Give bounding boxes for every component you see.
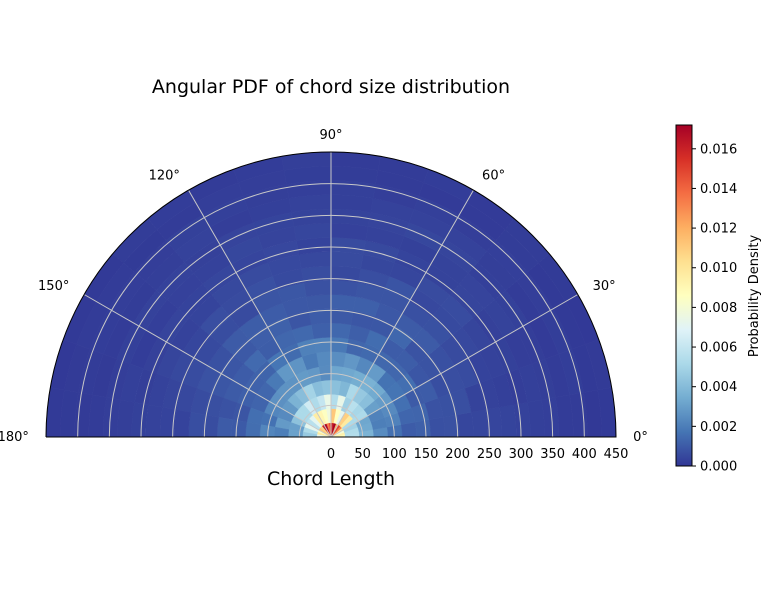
colorbar: 0.000 0.002 0.004 0.006 0.008 0.010 0.012 0.014… bbox=[675, 124, 762, 475]
heatmap-cell bbox=[330, 294, 356, 311]
angle-tick-label: 0° bbox=[633, 430, 648, 445]
heatmap-cell bbox=[330, 337, 349, 354]
angular-grid-line bbox=[330, 294, 579, 438]
colorbar-tick-label: 0.004 bbox=[700, 380, 737, 395]
colorbar-tick-label: 0.000 bbox=[700, 460, 737, 475]
angle-tick-label: 180° bbox=[0, 430, 29, 445]
radial-tick-label: 150 bbox=[414, 447, 439, 462]
heatmap-cell bbox=[131, 402, 149, 438]
heatmap-cell bbox=[499, 404, 517, 438]
heatmap-cell bbox=[471, 409, 488, 438]
colorbar-tick-label: 0.016 bbox=[700, 142, 737, 157]
angle-tick-label: 30° bbox=[593, 279, 616, 294]
colorbar-tick-label: 0.014 bbox=[700, 182, 737, 197]
colorbar-ticks: 0.000 0.002 0.004 0.006 0.008 0.010 0.012 0.014… bbox=[692, 142, 737, 475]
heatmap-cell bbox=[216, 416, 233, 438]
colorbar-tick-label: 0.010 bbox=[700, 261, 737, 276]
colorbar-label: Probability Density bbox=[747, 235, 762, 358]
angular-grid-line bbox=[330, 189, 474, 438]
radial-tick-label: 450 bbox=[604, 447, 629, 462]
colorbar-tick-label: 0.006 bbox=[700, 341, 737, 356]
radial-tick-label: 400 bbox=[572, 447, 597, 462]
angle-tick-label: 150° bbox=[38, 279, 69, 294]
angular-grid-line bbox=[188, 189, 332, 438]
angle-tick-label: 60° bbox=[482, 168, 505, 183]
heatmap-cell bbox=[330, 351, 347, 368]
heatmap-cells bbox=[45, 151, 617, 438]
heatmap-cell bbox=[231, 419, 248, 438]
radial-tick-label: 200 bbox=[445, 447, 470, 462]
heatmap-cell bbox=[513, 402, 531, 438]
polar-grid bbox=[77, 152, 585, 438]
radial-tick-label: 100 bbox=[382, 447, 407, 462]
polar-outline bbox=[45, 151, 617, 438]
angle-tick-label: 90° bbox=[319, 128, 342, 143]
heatmap-cell bbox=[145, 404, 163, 438]
angle-tick-labels: 0° 30° 60° 90° 120° 150° 180° bbox=[0, 128, 648, 445]
heatmap-cell bbox=[313, 337, 332, 354]
heatmap-cell bbox=[301, 265, 332, 283]
heatmap-cell bbox=[414, 419, 431, 438]
radial-tick-label: 0 bbox=[327, 447, 335, 462]
heatmap-cell bbox=[159, 407, 177, 438]
colorbar-bar bbox=[675, 124, 693, 467]
radial-tick-labels: 0 50 100 150 200 250 300 350 400 450 bbox=[327, 447, 629, 462]
chart-title: Angular PDF of chord size distribution bbox=[152, 76, 510, 98]
heatmap-cell bbox=[330, 237, 366, 255]
radial-tick-label: 350 bbox=[540, 447, 565, 462]
heatmap-cell bbox=[296, 237, 332, 255]
colorbar-tick-label: 0.008 bbox=[700, 301, 737, 316]
radial-tick-label: 50 bbox=[354, 447, 371, 462]
heatmap-cell bbox=[298, 251, 332, 269]
radial-tick-label: 250 bbox=[477, 447, 502, 462]
x-axis-label: Chord Length bbox=[267, 468, 395, 490]
angular-grid-line bbox=[83, 294, 332, 438]
heatmap-cell bbox=[188, 412, 205, 438]
heatmap-cell bbox=[330, 265, 361, 283]
colorbar-tick-label: 0.002 bbox=[700, 420, 737, 435]
heatmap-cell bbox=[485, 407, 503, 438]
heatmap-cell bbox=[306, 294, 332, 311]
heatmap-cell bbox=[330, 322, 352, 339]
colorbar-tick-label: 0.012 bbox=[700, 222, 737, 237]
heatmap-cell bbox=[174, 409, 191, 438]
heatmap-cell bbox=[330, 280, 359, 297]
heatmap-cell bbox=[457, 412, 474, 438]
heatmap-cell bbox=[303, 280, 332, 297]
radial-tick-label: 300 bbox=[509, 447, 534, 462]
heatmap-cell bbox=[310, 322, 332, 339]
heatmap-cell bbox=[330, 251, 364, 269]
heatmap-cell bbox=[429, 416, 446, 438]
heatmap-cell bbox=[245, 421, 262, 438]
angle-tick-label: 120° bbox=[149, 168, 180, 183]
